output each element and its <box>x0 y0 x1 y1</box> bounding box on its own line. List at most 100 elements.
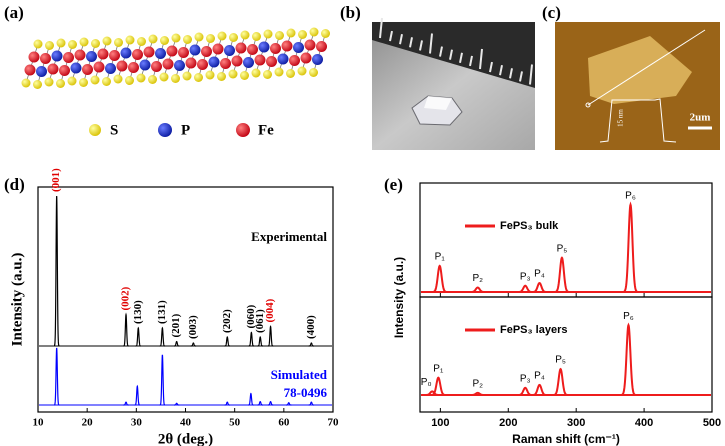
ruler-tick <box>439 46 443 57</box>
ruler-tick <box>389 30 393 42</box>
atom <box>212 43 224 55</box>
atom <box>136 73 146 83</box>
panel-label: (b) <box>340 3 361 22</box>
legend-label: Fe <box>258 122 274 138</box>
ruler-tick <box>489 61 493 73</box>
peak-label: P₃ <box>520 271 531 282</box>
atom <box>194 73 203 82</box>
atom <box>274 67 284 77</box>
x-tick-label: 70 <box>328 417 340 429</box>
x-axis-label: 2θ (deg.) <box>158 431 213 446</box>
atom <box>183 35 192 44</box>
peak-label: (060) <box>245 304 257 328</box>
atom <box>293 42 304 53</box>
peak <box>553 256 571 293</box>
panel-label: (d) <box>4 175 25 194</box>
peak <box>53 195 60 347</box>
atom <box>151 61 162 72</box>
atom <box>28 51 40 63</box>
atom <box>254 54 266 66</box>
peak <box>531 281 548 293</box>
peak-label: (131) <box>156 300 168 324</box>
atom <box>148 34 158 44</box>
afm-height: 15 nm <box>617 109 625 127</box>
atom <box>45 41 54 50</box>
atom <box>206 34 215 43</box>
atom <box>266 56 277 67</box>
atom <box>67 76 77 86</box>
atom <box>300 52 312 64</box>
atom <box>258 41 270 53</box>
peak-label: P₄ <box>534 371 545 382</box>
atom <box>102 36 112 46</box>
atom <box>289 55 300 66</box>
atom <box>162 58 174 70</box>
peak <box>308 342 315 347</box>
peak-label: (400) <box>305 315 317 339</box>
atom <box>309 68 318 77</box>
peak-label: P₁ <box>435 252 446 263</box>
afm-image <box>555 22 720 150</box>
atom <box>120 47 132 59</box>
atom <box>277 53 289 65</box>
peak <box>159 354 166 406</box>
atom <box>82 64 93 75</box>
peak <box>123 401 129 406</box>
legend-fe <box>236 123 250 137</box>
atom <box>109 50 120 61</box>
atom <box>171 74 180 83</box>
atom <box>91 39 100 48</box>
peak <box>424 390 441 396</box>
atom <box>286 28 296 38</box>
atom <box>185 57 197 69</box>
atom <box>155 48 166 59</box>
peak <box>123 312 129 347</box>
peak <box>54 347 60 406</box>
atom <box>102 77 111 86</box>
atom <box>97 48 109 60</box>
crystal-structure <box>21 27 330 89</box>
series-name: Simulated <box>271 367 328 382</box>
peak-label: P₂ <box>472 378 483 389</box>
atom <box>40 53 51 64</box>
atom <box>270 43 281 54</box>
atom <box>148 75 157 84</box>
peak-label: (001) <box>50 168 62 192</box>
x-tick-label: 60 <box>278 417 290 429</box>
atom <box>114 38 123 47</box>
ruler-tick <box>499 65 503 76</box>
atom <box>263 29 273 39</box>
ruler-tick <box>469 55 473 67</box>
atom <box>128 62 139 73</box>
ruler-tick <box>419 40 423 51</box>
atom <box>159 72 169 82</box>
atom <box>309 27 319 37</box>
peak-label: P₅ <box>557 243 568 254</box>
peak <box>174 402 180 406</box>
atom <box>297 66 307 76</box>
series-name: FePS₃ layers <box>500 324 567 336</box>
atom <box>68 40 77 49</box>
x-axis-label: Raman shift (cm⁻¹) <box>512 432 620 446</box>
atom <box>243 57 254 68</box>
atom <box>44 77 54 87</box>
ruler-tick <box>519 71 523 82</box>
atom <box>47 63 59 75</box>
legend-p <box>158 123 172 137</box>
peak <box>430 376 447 396</box>
atom <box>24 64 36 76</box>
x-tick-label: 100 <box>431 417 449 429</box>
ruler-tick <box>459 52 463 63</box>
x-tick-label: 30 <box>131 417 143 429</box>
panel-label: (c) <box>542 3 561 22</box>
peak <box>517 386 534 396</box>
atom <box>116 60 128 72</box>
atom <box>174 60 185 71</box>
peak-label: (003) <box>187 315 199 339</box>
ruler-tick <box>379 17 383 39</box>
atom <box>143 46 155 58</box>
atom <box>316 41 327 52</box>
legend-label: S <box>110 122 118 138</box>
peak-label: (130) <box>132 300 144 324</box>
peak-label: P₁ <box>433 363 444 374</box>
